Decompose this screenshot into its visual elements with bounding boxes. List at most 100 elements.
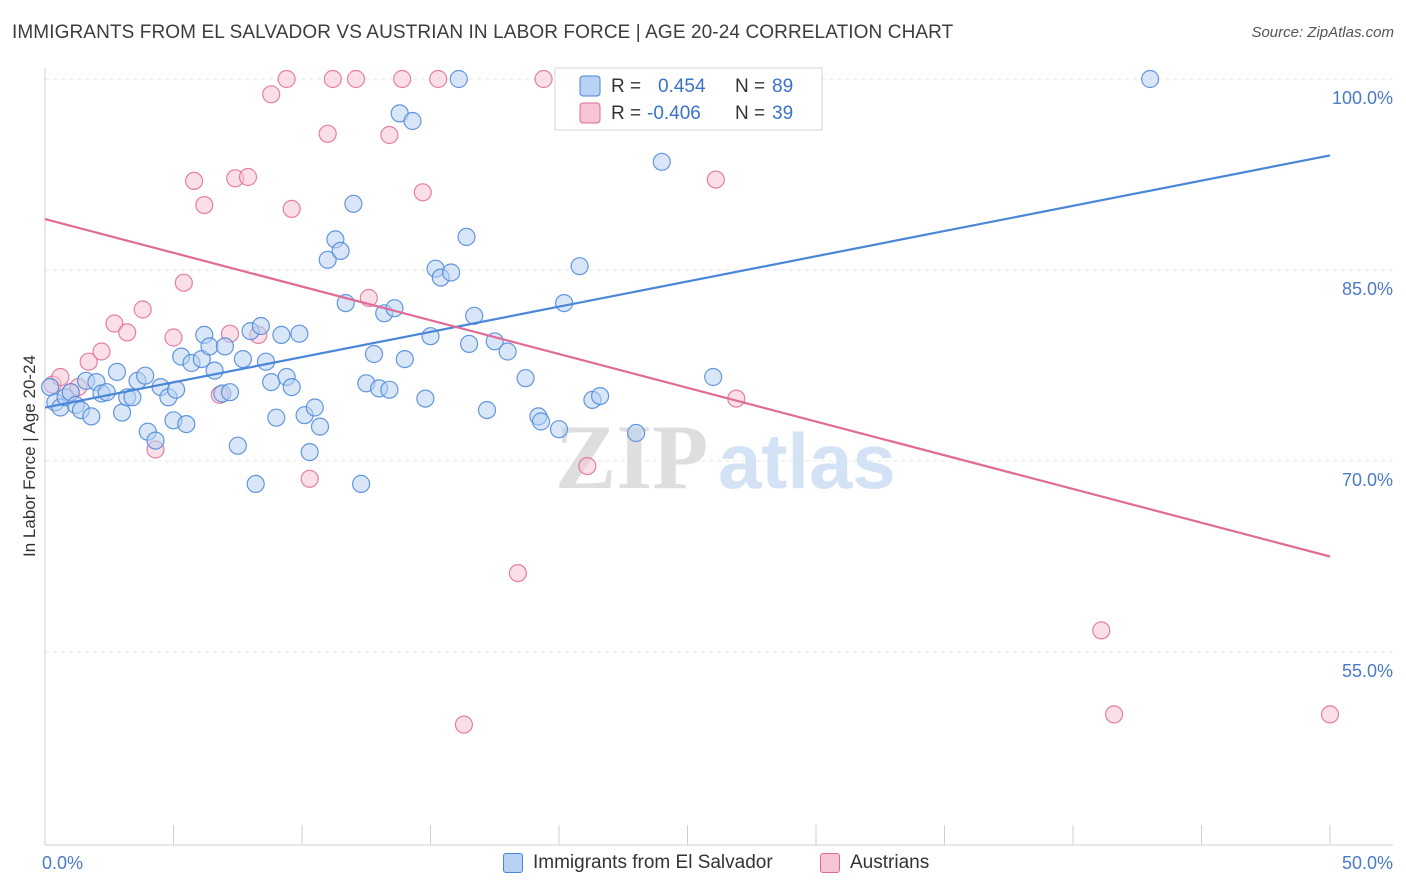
el-salvador-point (460, 334, 479, 353)
el-salvador-point (549, 420, 569, 439)
el-salvador-point (570, 257, 589, 276)
el-salvador-trend-line (44, 154, 1331, 409)
austrians-point (79, 352, 98, 371)
chart-title: IMMIGRANTS FROM EL SALVADOR VS AUSTRIAN … (12, 22, 954, 43)
austrians-point (118, 323, 137, 342)
el-salvador-point (136, 366, 155, 385)
el-salvador-point (704, 367, 723, 387)
watermark-zip: ZIP (555, 406, 708, 508)
el-salvador-point (205, 361, 224, 380)
el-salvador-point (477, 401, 497, 420)
el-salvador-point (40, 378, 60, 397)
el-salvador-point (262, 373, 281, 392)
el-salvador-point (457, 227, 476, 246)
y-tick-label: 85.0% (1342, 279, 1393, 299)
el-salvador-point (97, 383, 116, 402)
legend-swatch-austrians (579, 102, 601, 124)
austrians-point (238, 167, 258, 187)
el-salvador-point (228, 436, 247, 455)
el-salvador-point (107, 362, 127, 381)
austrians-point (323, 69, 342, 89)
el-salvador-point (364, 344, 384, 364)
legend-swatch (820, 853, 840, 873)
el-salvador-point (344, 194, 363, 213)
el-salvador-point (395, 350, 414, 369)
el-salvador-point (449, 69, 468, 89)
legend-label: Austrians (850, 852, 930, 873)
legend-r-label-1: R = (611, 76, 641, 97)
austrians-point (508, 563, 528, 583)
austrians-point (706, 170, 725, 189)
el-salvador-point (251, 316, 270, 336)
y-axis-label: In Labor Force | Age 20-24 (20, 355, 39, 557)
el-salvador-point (331, 241, 350, 260)
austrians-point (185, 171, 204, 190)
el-salvador-point (652, 152, 671, 171)
legend-label: Immigrants from El Salvador (533, 852, 773, 873)
austrians-point (92, 342, 111, 361)
austrians-point (578, 457, 597, 476)
series-legend: Immigrants from El Salvador Austrians (0, 852, 1406, 878)
austrians-point (282, 199, 301, 218)
austrians-point (454, 715, 473, 734)
el-salvador-point (498, 342, 517, 361)
austrians-point (429, 69, 448, 89)
el-salvador-point (282, 378, 301, 397)
el-salvador-point (300, 443, 319, 462)
watermark-atlas: atlas (718, 417, 896, 505)
legend-n-value-2: 39 (772, 103, 793, 124)
austrians-point (380, 125, 399, 145)
el-salvador-point (123, 388, 142, 407)
austrians-point (262, 85, 281, 104)
el-salvador-point (220, 383, 240, 402)
legend-swatch (503, 853, 523, 873)
el-salvador-point (554, 294, 574, 313)
el-salvador-point (305, 398, 324, 417)
el-salvador-point (626, 423, 646, 443)
source-label: Source: ZipAtlas.com (1251, 24, 1394, 41)
series-austrians-points (43, 69, 1340, 734)
trend-lines (44, 154, 1331, 558)
legend-n-label-1: N = (735, 76, 765, 97)
y-tick-label: 100.0% (1332, 88, 1393, 108)
watermark: ZIP atlas (555, 406, 896, 508)
el-salvador-point (200, 337, 219, 356)
el-salvador-point (256, 352, 276, 371)
austrians-point (300, 469, 319, 488)
legend-r-value-1: 0.454 (658, 76, 706, 97)
legend-item-el-salvador: Immigrants from El Salvador (503, 852, 773, 874)
el-salvador-point (310, 417, 330, 436)
austrians-point (393, 69, 412, 89)
y-tick-labels: 55.0% 70.0% 85.0% 100.0% (1332, 88, 1393, 681)
y-tick-label: 55.0% (1342, 661, 1393, 681)
el-salvador-point (416, 389, 435, 408)
austrians-point (318, 124, 337, 143)
el-salvador-point (272, 325, 291, 344)
el-salvador-point (146, 431, 165, 450)
austrians-point (534, 69, 553, 89)
el-salvador-point (112, 403, 132, 422)
el-salvador-point (318, 250, 337, 269)
legend-n-label-2: N = (735, 103, 765, 124)
x-tick-label-max: 50.0% (1342, 853, 1393, 873)
y-tick-label: 70.0% (1342, 470, 1393, 490)
el-salvador-point (290, 324, 309, 343)
austrians-point (346, 69, 366, 89)
el-salvador-point (1140, 69, 1160, 89)
legend-r-value-2: -0.406 (647, 103, 701, 124)
series-el-salvador-points (40, 69, 1160, 493)
austrians-point (1104, 705, 1124, 724)
legend-swatch-el-salvador (579, 75, 601, 97)
legend-r-label-2: R = (611, 103, 641, 124)
el-salvador-point (267, 408, 286, 427)
el-salvador-point (531, 412, 551, 431)
austrians-point (174, 273, 193, 292)
austrians-point (105, 314, 124, 333)
el-salvador-point (246, 474, 265, 493)
austrians-point (413, 183, 432, 202)
el-salvador-point (82, 407, 101, 426)
el-salvador-point (233, 350, 252, 369)
legend-item-austrians: Austrians (820, 852, 929, 874)
el-salvador-point (403, 111, 422, 131)
